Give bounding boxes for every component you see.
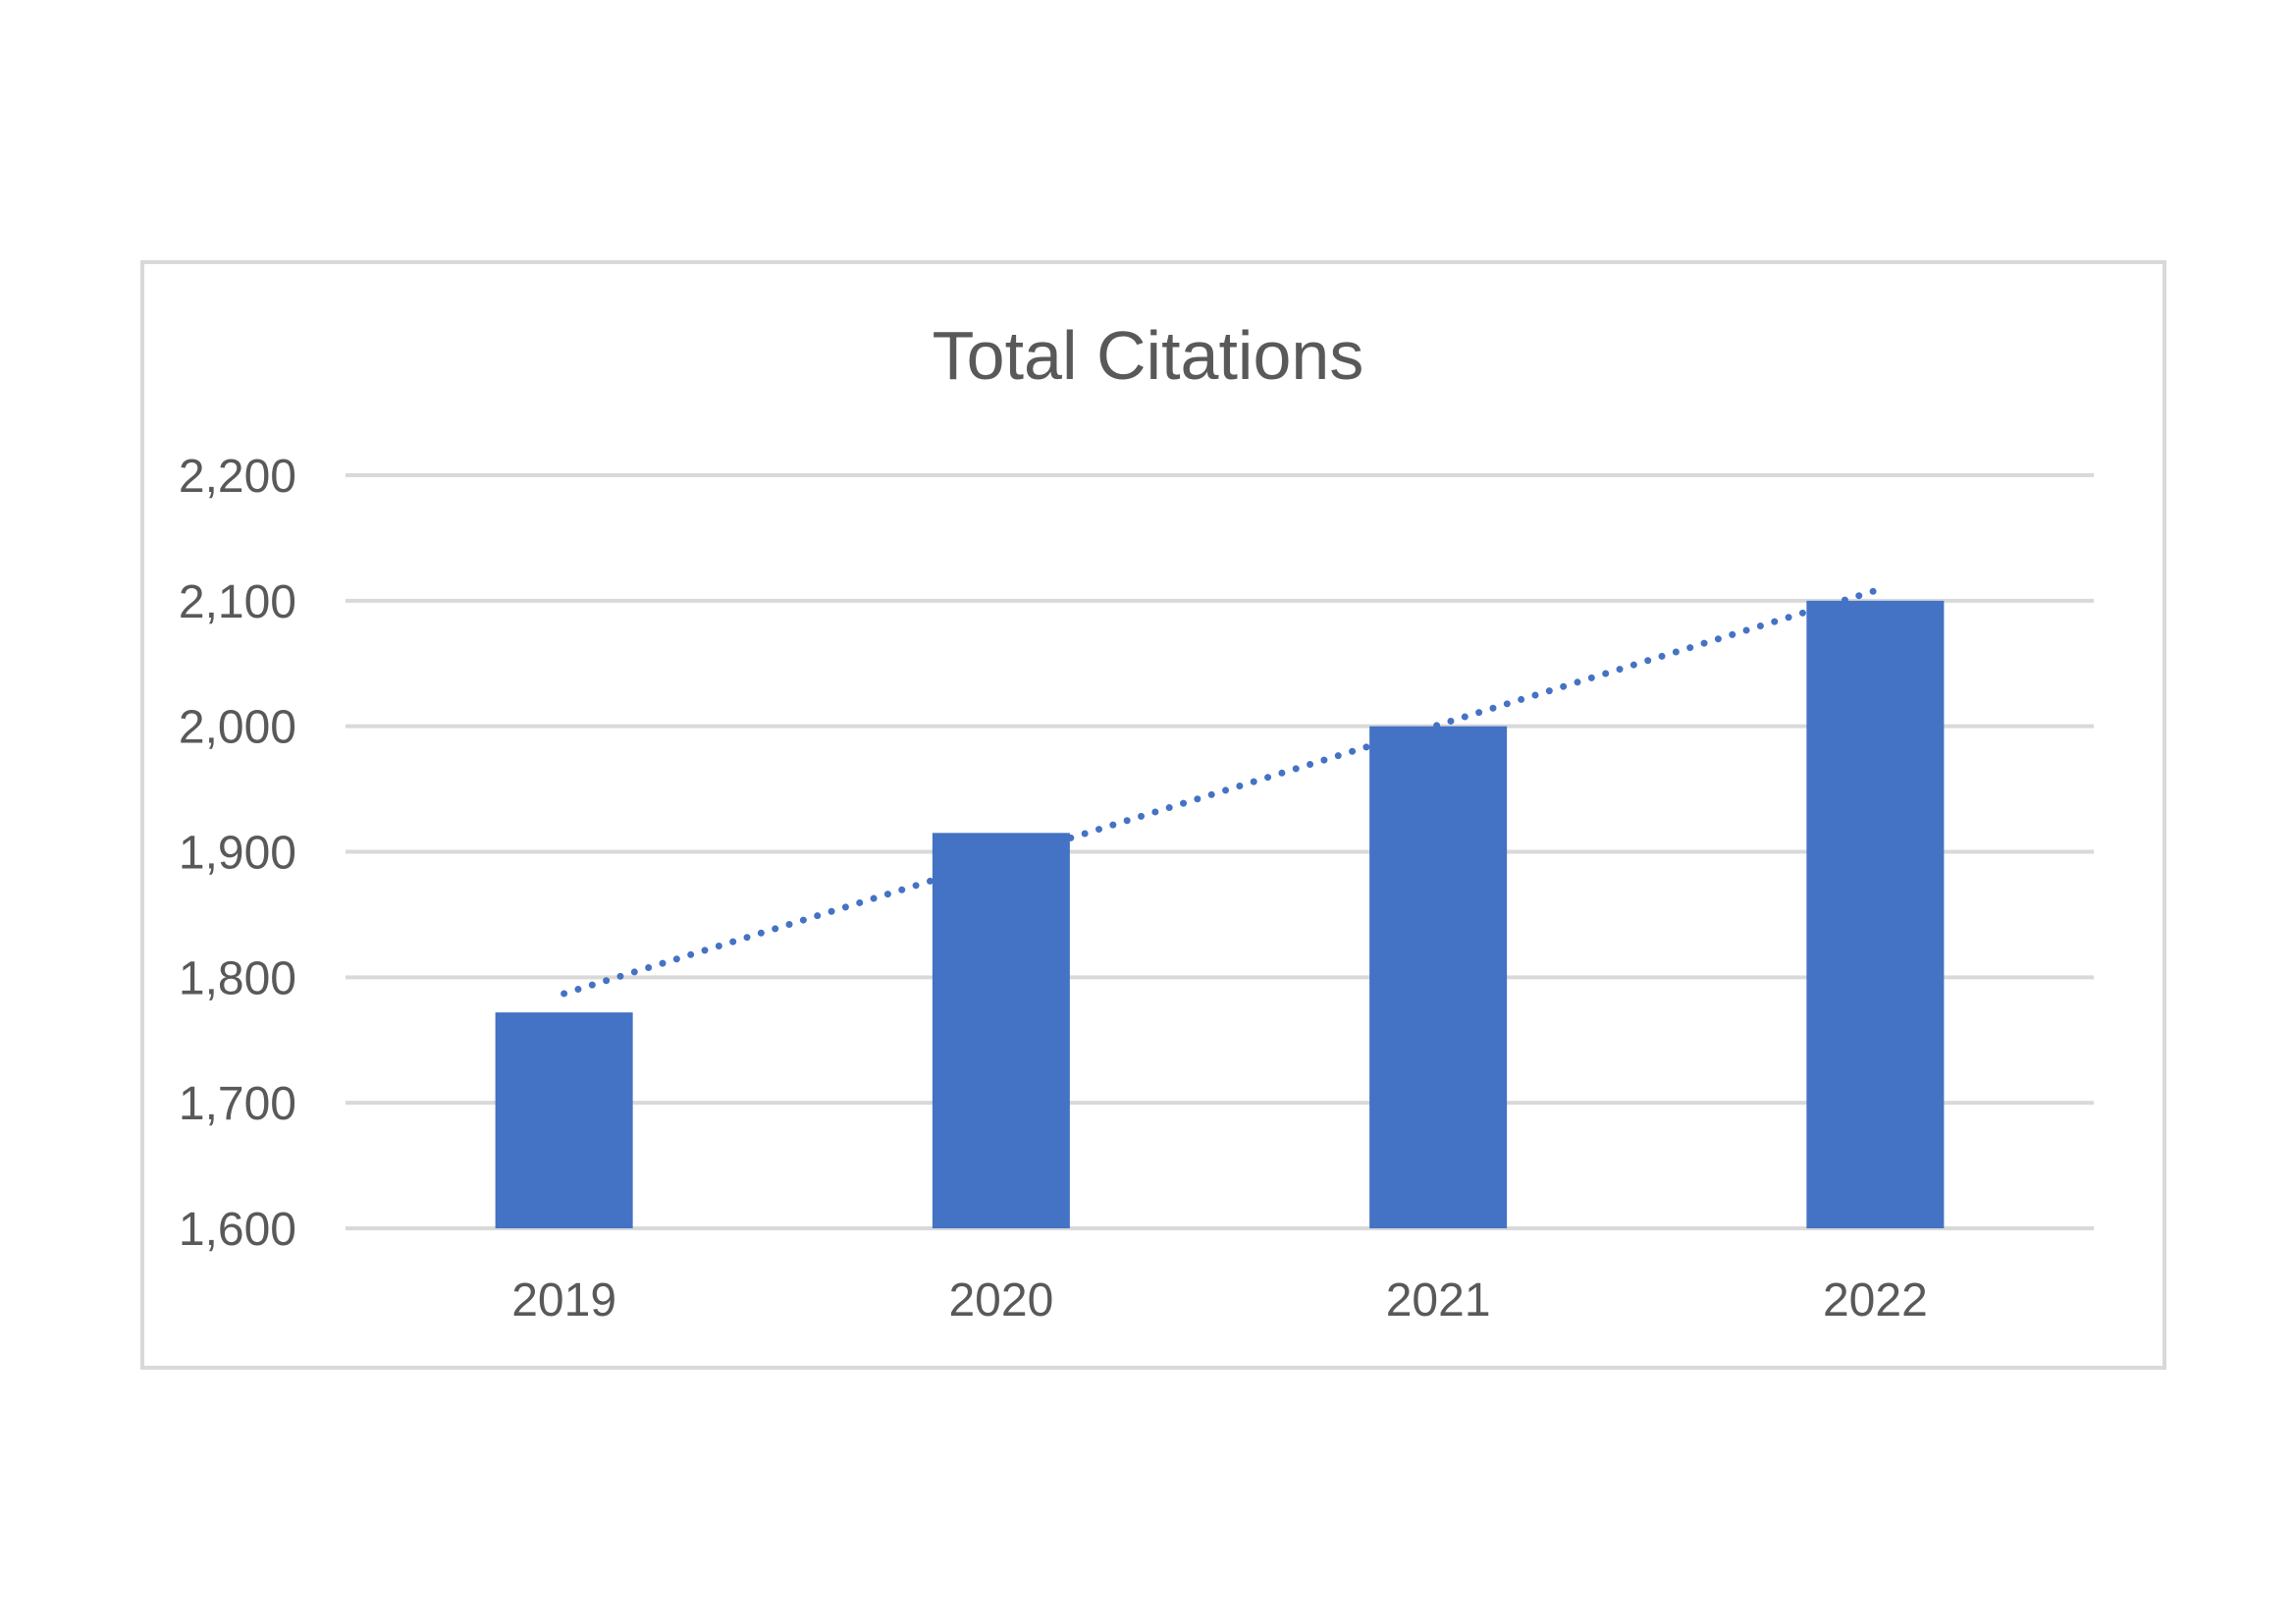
bar-2020 bbox=[932, 833, 1070, 1228]
y-tick-label: 1,600 bbox=[179, 1204, 296, 1256]
x-tick-label: 2022 bbox=[1823, 1274, 1928, 1326]
y-tick-label: 1,700 bbox=[179, 1078, 296, 1130]
x-tick-label: 2021 bbox=[1386, 1274, 1491, 1326]
x-tick-label: 2019 bbox=[511, 1274, 616, 1326]
y-tick-label: 1,900 bbox=[179, 828, 296, 880]
y-tick-label: 2,000 bbox=[179, 702, 296, 754]
bar-2021 bbox=[1369, 726, 1508, 1228]
bar-2022 bbox=[1806, 600, 1945, 1228]
x-axis-ticks: 2019 2020 2021 2022 bbox=[511, 1274, 1928, 1326]
y-tick-label: 2,200 bbox=[179, 451, 296, 503]
trendline bbox=[561, 587, 1879, 998]
trendline-layer bbox=[561, 587, 1879, 998]
bars bbox=[495, 600, 1945, 1228]
y-axis-ticks: 1,600 1,700 1,800 1,900 2,000 2,100 2,200 bbox=[179, 451, 296, 1256]
y-tick-label: 1,800 bbox=[179, 952, 296, 1004]
x-tick-label: 2020 bbox=[948, 1274, 1053, 1326]
bar-2019 bbox=[495, 1012, 633, 1228]
gridlines bbox=[346, 473, 2094, 1230]
y-tick-label: 2,100 bbox=[179, 576, 296, 628]
chart-title: Total Citations bbox=[932, 317, 1364, 394]
